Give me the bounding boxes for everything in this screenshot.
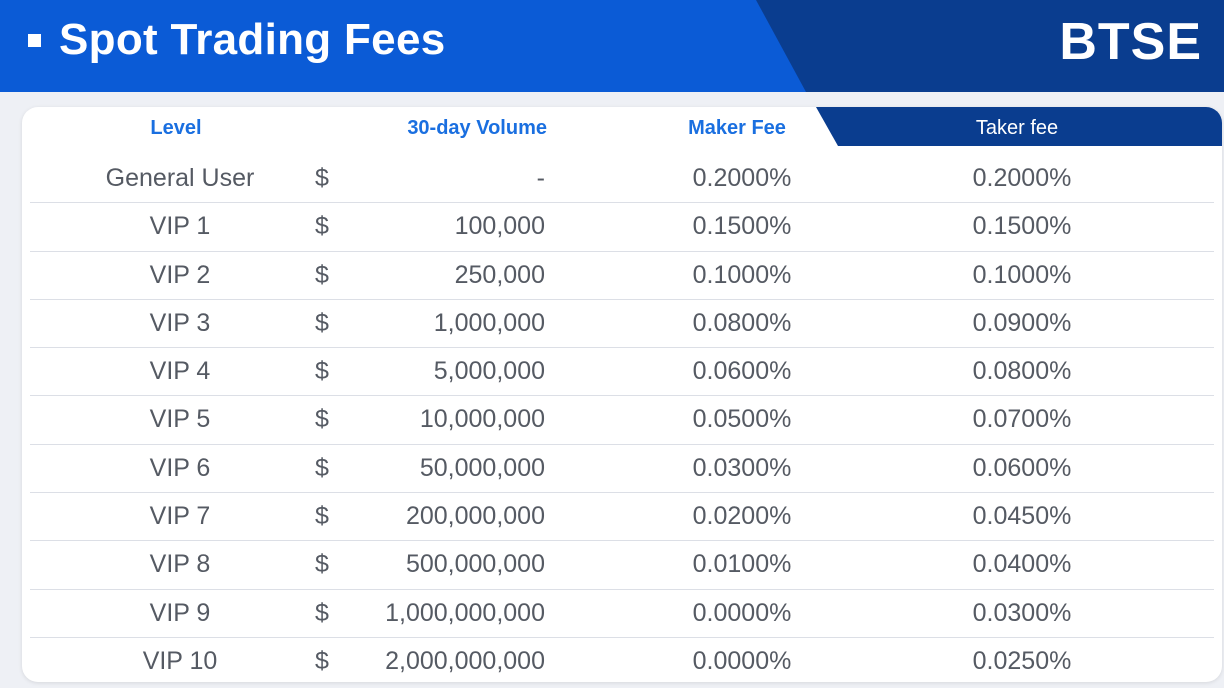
maker-fee-cell: 0.0000% [692, 598, 792, 627]
square-bullet-icon [28, 33, 41, 47]
table-row: VIP 4 $5,000,000 0.0600% 0.0800% [30, 348, 1214, 397]
currency-cell: $ [315, 164, 329, 192]
volume-cell: 1,000,000,000 [385, 598, 545, 627]
maker-fee-cell: 0.0600% [692, 357, 792, 386]
volume-cell: 1,000,000 [433, 308, 545, 337]
table-row: VIP 1 $100,000 0.1500% 0.1500% [30, 203, 1214, 252]
table-row: VIP 5 $10,000,000 0.0500% 0.0700% [30, 396, 1214, 445]
brand-logo: BTSE [1059, 13, 1202, 71]
taker-fee-cell: 0.0600% [972, 453, 1072, 482]
volume-cell: 5,000,000 [433, 357, 545, 386]
level-cell: VIP 1 [149, 212, 211, 241]
maker-fee-cell: 0.0000% [692, 646, 792, 675]
table-row: VIP 3 $1,000,000 0.0800% 0.0900% [30, 300, 1214, 349]
taker-fee-cell: 0.0900% [972, 308, 1072, 337]
maker-fee-cell: 0.0100% [692, 550, 792, 579]
header-banner: Spot Trading Fees BTSE [0, 0, 1224, 92]
level-cell: VIP 3 [149, 308, 211, 337]
table-body: General User $ - 0.2000% 0.2000% VIP 1 $100,00… [22, 155, 1222, 682]
page-title: Spot Trading Fees [59, 15, 446, 64]
taker-fee-cell: 0.1000% [972, 260, 1072, 289]
taker-fee-cell: 0.0800% [972, 357, 1072, 386]
volume-cell: 250,000 [454, 260, 545, 289]
maker-fee-cell: 0.0300% [692, 453, 792, 482]
title-group: Spot Trading Fees [28, 14, 446, 66]
table-row: VIP 10 $2,000,000,000 0.0000% 0.0250% [30, 638, 1214, 682]
column-header-taker-fee: Taker fee [975, 117, 1059, 139]
level-cell: VIP 8 [149, 550, 211, 579]
maker-fee-cell: 0.0200% [692, 502, 792, 531]
taker-fee-cell: 0.1500% [972, 212, 1072, 241]
currency-cell: $ [315, 646, 329, 675]
currency-cell: $ [315, 453, 329, 482]
currency-cell: $ [315, 308, 329, 337]
maker-fee-cell: 0.1500% [692, 212, 792, 241]
taker-fee-cell: 0.0700% [972, 405, 1072, 434]
maker-fee-cell: 0.2000% [692, 164, 792, 192]
table-row: VIP 2 $250,000 0.1000% 0.1000% [30, 252, 1214, 300]
column-header-level: Level [150, 117, 202, 139]
currency-cell: $ [315, 260, 329, 289]
currency-cell: $ [315, 550, 329, 579]
table-row: VIP 9 $1,000,000,000 0.0000% 0.0300% [30, 590, 1214, 638]
level-cell: VIP 2 [149, 260, 211, 289]
currency-cell: $ [315, 405, 329, 434]
taker-fee-cell: 0.0300% [972, 598, 1072, 627]
level-cell: VIP 4 [149, 357, 211, 386]
taker-header-tab [816, 107, 1222, 146]
maker-fee-cell: 0.0800% [692, 308, 792, 337]
table-row: VIP 6 $50,000,000 0.0300% 0.0600% [30, 445, 1214, 494]
column-header-volume: 30-day Volume [407, 117, 547, 139]
volume-cell: 100,000 [454, 212, 545, 241]
currency-cell: $ [315, 212, 329, 241]
table-row: General User $ - 0.2000% 0.2000% [30, 155, 1214, 204]
taker-fee-cell: 0.0400% [972, 550, 1072, 579]
table-row: VIP 8 $500,000,000 0.0100% 0.0400% [30, 541, 1214, 590]
taker-fee-cell: 0.0250% [972, 646, 1072, 675]
volume-cell: 200,000,000 [405, 502, 545, 531]
volume-cell: 500,000,000 [405, 550, 545, 579]
level-cell: General User [105, 164, 255, 192]
level-cell: VIP 6 [149, 453, 211, 482]
volume-cell: 10,000,000 [419, 405, 545, 434]
maker-fee-cell: 0.0500% [692, 405, 792, 434]
volume-cell: - [536, 164, 545, 192]
level-cell: VIP 5 [149, 405, 211, 434]
currency-cell: $ [315, 502, 329, 531]
taker-fee-cell: 0.2000% [972, 164, 1072, 192]
currency-cell: $ [315, 598, 329, 627]
taker-fee-cell: 0.0450% [972, 502, 1072, 531]
maker-fee-cell: 0.1000% [692, 260, 792, 289]
level-cell: VIP 10 [142, 646, 218, 675]
volume-cell: 50,000,000 [419, 453, 545, 482]
column-header-maker-fee: Maker Fee [688, 117, 786, 139]
header-dark-panel [756, 0, 1224, 92]
level-cell: VIP 9 [149, 598, 211, 627]
level-cell: VIP 7 [149, 502, 211, 531]
fee-table: Level 30-day Volume Maker Fee Taker fee … [22, 107, 1222, 682]
table-row: VIP 7 $200,000,000 0.0200% 0.0450% [30, 493, 1214, 542]
volume-cell: 2,000,000,000 [385, 646, 545, 675]
currency-cell: $ [315, 357, 329, 386]
